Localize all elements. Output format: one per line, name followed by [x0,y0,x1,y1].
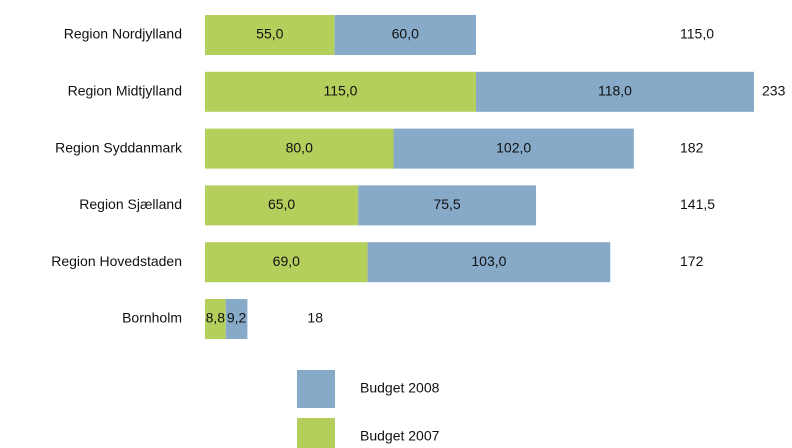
value-label: 55,0 [256,26,283,42]
total-label: 141,5 [680,196,715,212]
bar-segment [358,185,537,226]
bar-segment [205,185,359,226]
value-label: 69,0 [273,253,300,269]
bar-segment [205,15,335,55]
category-label: Region Hovedstaden [51,253,182,269]
total-label: 115,0 [680,26,714,42]
category-label: Region Sjælland [79,196,182,212]
bar-segment [475,71,754,112]
legend-label: Budget 2007 [360,428,440,444]
category-label: Region Syddanmark [55,139,183,155]
legend-label: Budget 2008 [360,380,440,396]
value-label: 8,8 [206,310,226,326]
total-label: 182 [680,139,704,155]
legend-swatch [297,370,335,408]
value-label: 65,0 [268,196,295,212]
category-label: Bornholm [122,310,182,326]
value-label: 60,0 [392,26,419,42]
value-label: 80,0 [286,139,313,155]
bar-segment [205,71,476,112]
total-label: 233 [762,83,786,99]
value-label: 102,0 [496,139,531,155]
bar-segment [205,299,226,339]
value-label: 118,0 [598,83,632,99]
value-label: 115,0 [323,83,357,99]
bar-segment [393,128,634,169]
total-label: 172 [680,253,704,269]
bar-segment [367,242,611,283]
category-label: Region Midtjylland [68,83,182,99]
legend-swatch [297,418,335,448]
total-label: 18 [307,310,323,326]
value-label: 9,2 [227,310,247,326]
bar-segment [225,299,248,339]
value-label: 75,5 [433,196,460,212]
category-label: Region Nordjylland [64,26,182,42]
bar-segment [334,15,476,55]
value-label: 103,0 [471,253,506,269]
bar-segment [205,128,394,169]
bar-segment [205,242,368,283]
